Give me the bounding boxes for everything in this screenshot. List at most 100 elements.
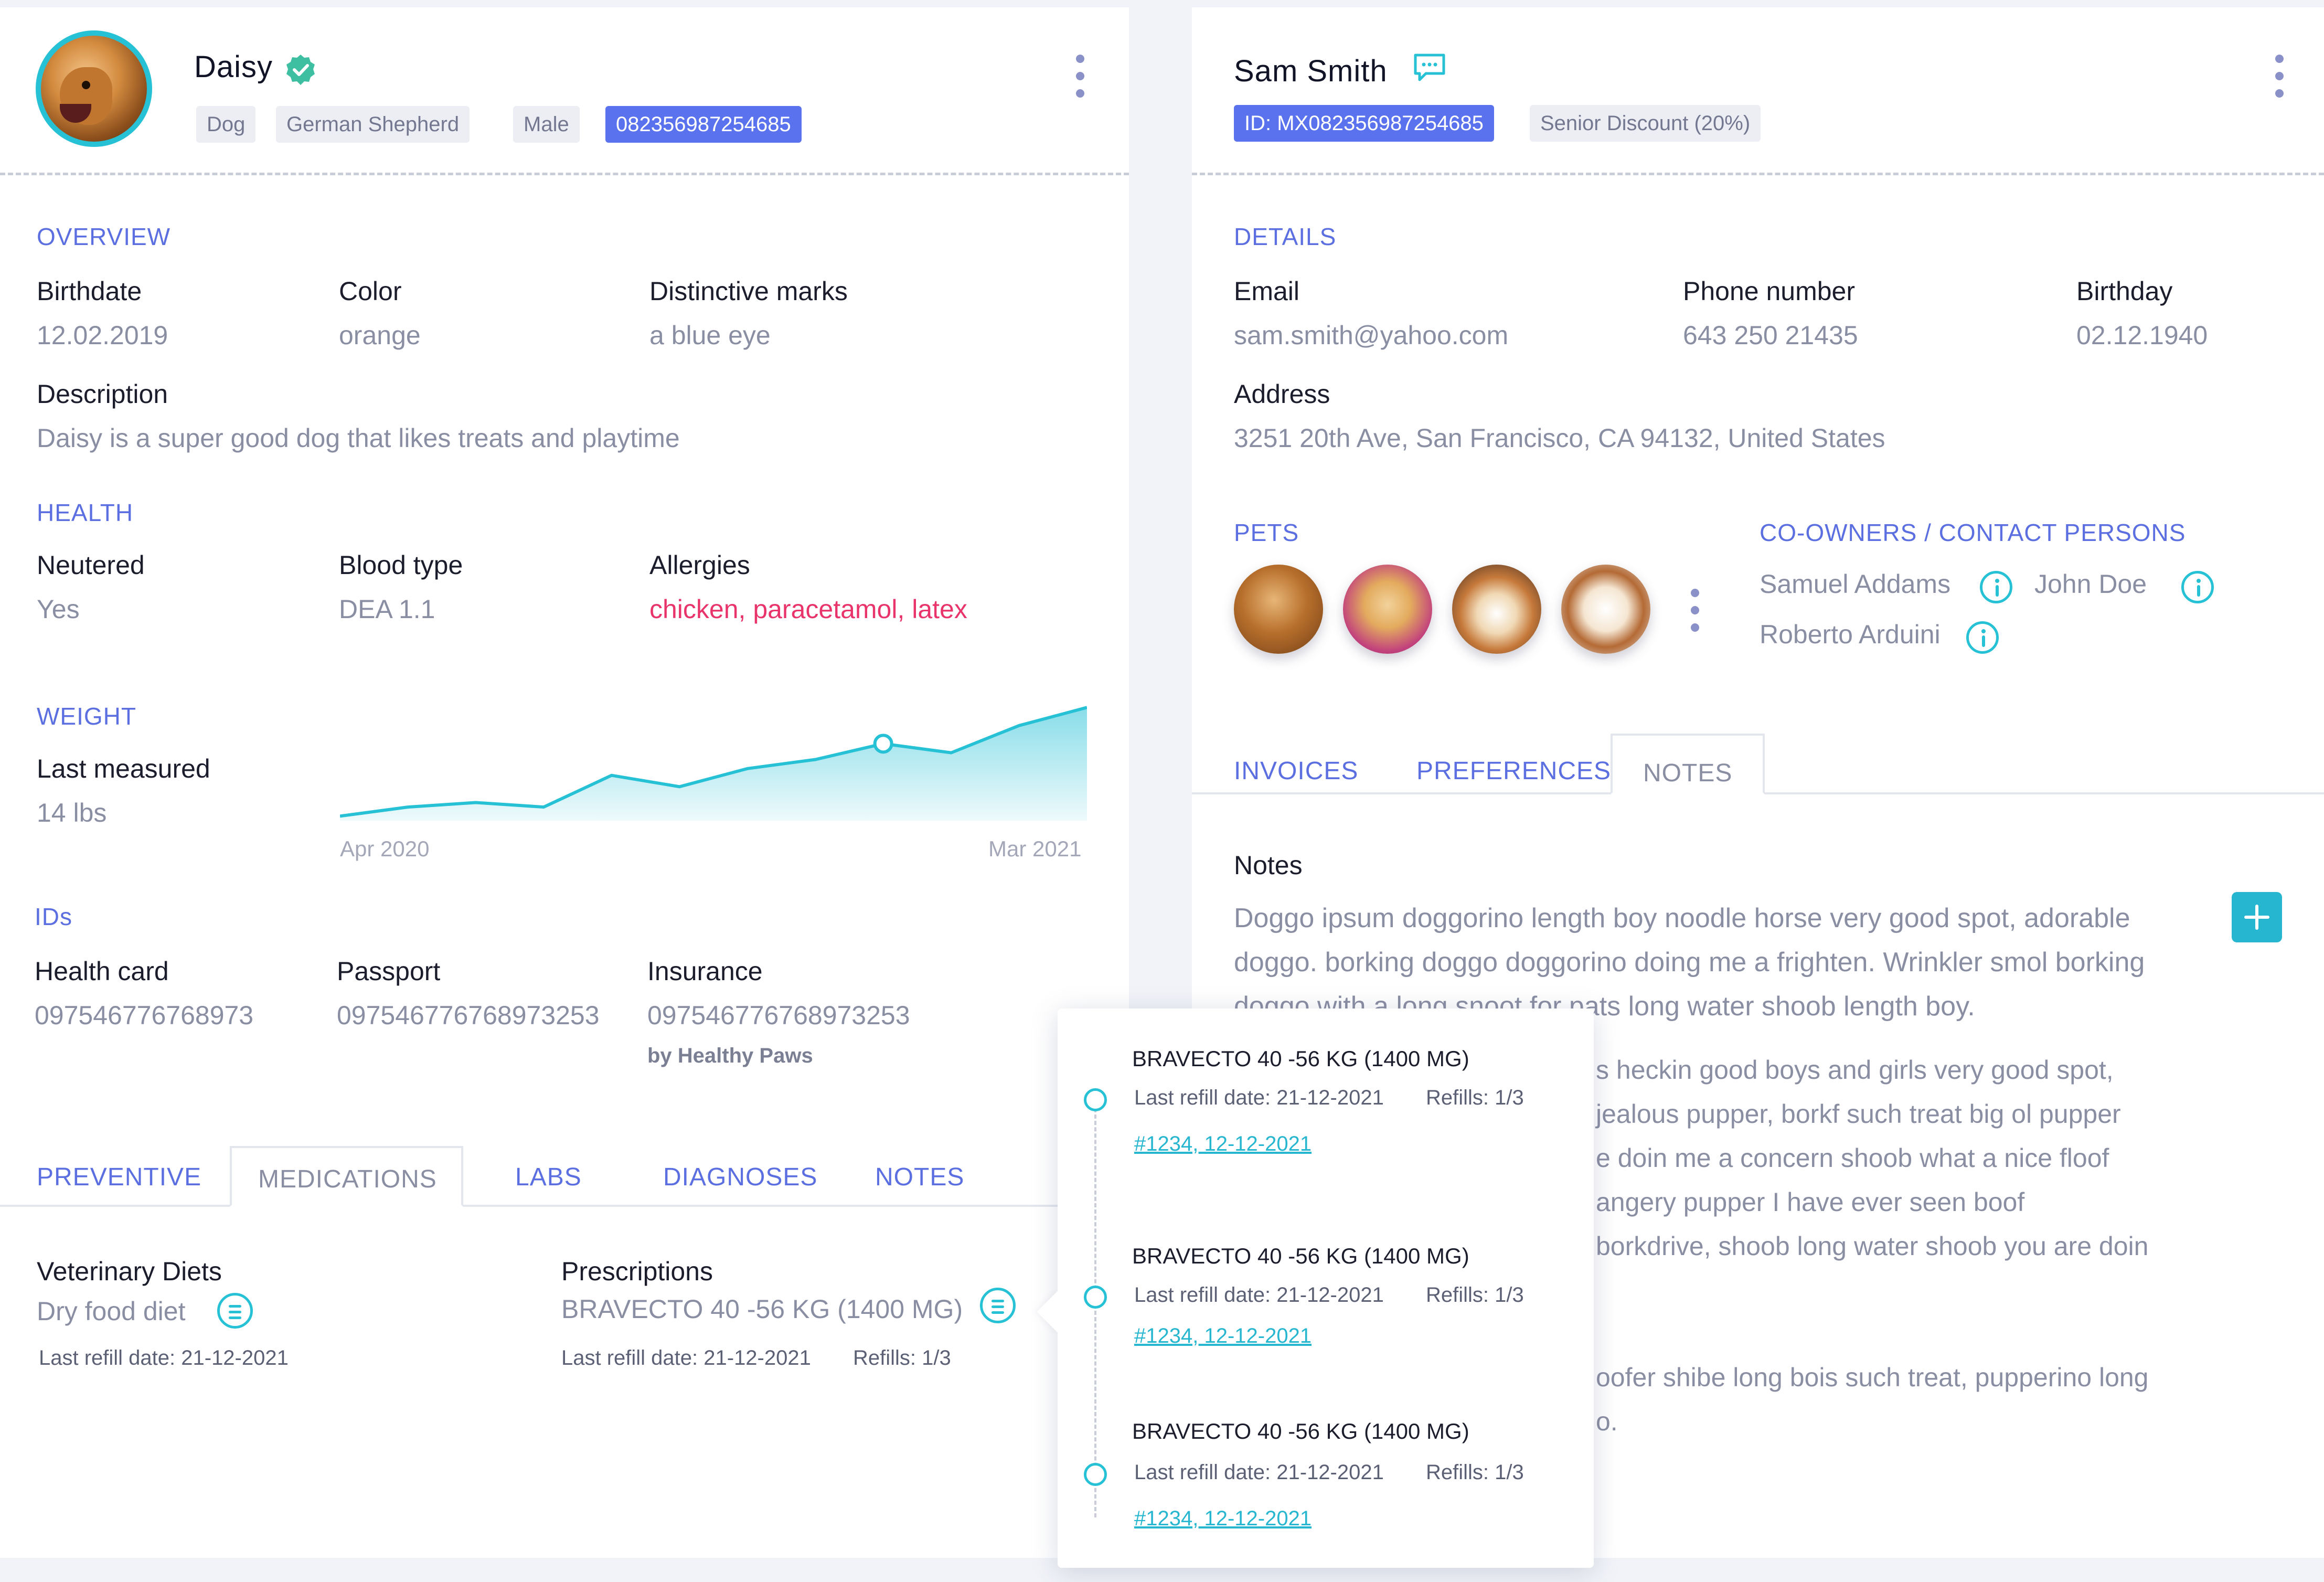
birthdate-label: Birthdate [37, 277, 142, 306]
pet-avatar-4[interactable] [1561, 565, 1650, 654]
tab-preventive[interactable]: PREVENTIVE [37, 1163, 202, 1191]
coowners-title: CO-OWNERS / CONTACT PERSONS [1760, 519, 2186, 546]
weight-chart [340, 706, 1087, 821]
notes-fragment: angery pupper I have ever seen boof [1596, 1187, 2025, 1217]
timeline-dot [1084, 1286, 1107, 1309]
breed-tag: German Shepherd [276, 106, 470, 143]
more-pets-icon[interactable] [1687, 587, 1703, 634]
prescription-history-title: BRAVECTO 40 -56 KG (1400 MG) [1132, 1046, 1469, 1071]
notes-fragment: borkdrive, shoob long water shoob you ar… [1596, 1231, 2149, 1261]
verified-badge-icon [286, 55, 315, 85]
pet-more-menu-icon[interactable] [1072, 52, 1088, 100]
prescription-history-link[interactable]: #1234, 12-12-2021 [1134, 1132, 1312, 1155]
prescription-history-refill-date: Last refill date: 21-12-2021 [1134, 1461, 1384, 1484]
species-tag: Dog [196, 106, 256, 143]
coowner-name: Roberto Arduini [1760, 620, 1941, 649]
weight-marker[interactable] [873, 734, 893, 754]
owner-name: Sam Smith [1234, 54, 1388, 88]
timeline-line [1094, 1108, 1096, 1517]
tab-labs[interactable]: LABS [515, 1163, 582, 1191]
passport-value: 097546776768973253 [337, 1001, 600, 1030]
last-measured-value: 14 lbs [37, 798, 107, 827]
coowner-name: John Doe [2034, 569, 2147, 599]
allergies-label: Allergies [649, 550, 750, 580]
pets-title: PETS [1234, 519, 1299, 546]
pet-avatar[interactable] [36, 30, 152, 147]
insurance-value: 097546776768973253 [647, 1001, 910, 1030]
weight-title: WEIGHT [37, 703, 136, 730]
overview-title: OVERVIEW [37, 223, 171, 250]
discount-tag: Senior Discount (20%) [1530, 105, 1761, 142]
veterinary-diets-label: Veterinary Diets [37, 1257, 222, 1286]
prescription-value: BRAVECTO 40 -56 KG (1400 MG) [561, 1294, 963, 1324]
pet-header: Daisy Dog German Shepherd Male 082356987… [0, 7, 1129, 175]
notes-fragment: jealous pupper, borkf such treat big ol … [1596, 1099, 2121, 1129]
weight-x-start: Apr 2020 [340, 836, 430, 861]
birthdate-value: 12.02.2019 [37, 321, 168, 350]
prescription-history-icon[interactable] [980, 1288, 1016, 1323]
pet-avatar-3[interactable] [1452, 565, 1541, 654]
prescription-history-link[interactable]: #1234, 12-12-2021 [1134, 1324, 1312, 1347]
tab-invoices[interactable]: INVOICES [1234, 757, 1359, 785]
notes-fragment: e doin me a concern shoob what a nice fl… [1596, 1143, 2109, 1173]
prescription-history-link[interactable]: #1234, 12-12-2021 [1134, 1507, 1312, 1530]
tab-pet-notes[interactable]: NOTES [875, 1163, 965, 1191]
distinctive-marks-label: Distinctive marks [649, 277, 848, 306]
neutered-value: Yes [37, 594, 80, 624]
blood-type-value: DEA 1.1 [339, 594, 435, 624]
sex-tag: Male [513, 106, 580, 143]
add-note-button[interactable] [2232, 892, 2282, 942]
email-label: Email [1234, 277, 1300, 306]
tab-owner-notes[interactable]: NOTES [1611, 734, 1765, 794]
tab-diagnoses[interactable]: DIAGNOSES [663, 1163, 818, 1191]
notes-label: Notes [1234, 851, 1303, 880]
prescription-history-title: BRAVECTO 40 -56 KG (1400 MG) [1132, 1419, 1469, 1443]
pet-avatar-daisy[interactable] [1234, 565, 1323, 654]
diet-details-icon[interactable] [217, 1293, 253, 1329]
chip-id-tag: 082356987254685 [605, 106, 802, 143]
insurance-provider: by Healthy Paws [647, 1044, 813, 1067]
address-label: Address [1234, 379, 1330, 409]
last-measured-label: Last measured [37, 754, 210, 783]
prescriptions-label: Prescriptions [561, 1257, 713, 1286]
coowner-info-icon[interactable] [2181, 571, 2214, 603]
prescription-history-refills: Refills: 1/3 [1426, 1283, 1524, 1307]
birthday-value: 02.12.1940 [2076, 321, 2208, 350]
passport-label: Passport [337, 957, 441, 986]
weight-x-end: Mar 2021 [988, 836, 1082, 861]
pet-name: Daisy [194, 50, 273, 84]
tab-preferences[interactable]: PREFERENCES [1416, 757, 1612, 785]
prescription-history-refill-date: Last refill date: 21-12-2021 [1134, 1086, 1384, 1109]
description-label: Description [37, 379, 168, 409]
coowner-info-icon[interactable] [1966, 621, 1999, 654]
prescription-history-refills: Refills: 1/3 [1426, 1086, 1524, 1109]
notes-fragment: s heckin good boys and girls very good s… [1596, 1055, 2114, 1085]
allergies-value: chicken, paracetamol, latex [649, 594, 967, 624]
diet-refill-date: Last refill date: 21-12-2021 [39, 1346, 289, 1369]
phone-value: 643 250 21435 [1683, 321, 1858, 350]
insurance-label: Insurance [647, 957, 763, 986]
owner-more-menu-icon[interactable] [2272, 52, 2287, 100]
weight-line [340, 706, 1087, 818]
timeline-dot [1084, 1088, 1107, 1111]
coowner-name: Samuel Addams [1760, 569, 1951, 599]
notes-fragment: oofer shibe long bois such treat, pupper… [1596, 1363, 2149, 1392]
blood-type-label: Blood type [339, 550, 463, 580]
coowner-info-icon[interactable] [1980, 571, 2012, 603]
tab-medications[interactable]: MEDICATIONS [230, 1146, 463, 1207]
weight-area [340, 707, 1087, 821]
description-value: Daisy is a super good dog that likes tre… [37, 423, 680, 453]
pet-avatar-2[interactable] [1343, 565, 1432, 654]
prescription-history-refill-date: Last refill date: 21-12-2021 [1134, 1283, 1384, 1307]
prescription-history-popover: BRAVECTO 40 -56 KG (1400 MG) Last refill… [1037, 1008, 1594, 1568]
notes-paragraph: Doggo ipsum doggorino length boy noodle … [1234, 903, 2145, 1022]
pet-profile-card: Daisy Dog German Shepherd Male 082356987… [0, 7, 1129, 1558]
prescription-history-title: BRAVECTO 40 -56 KG (1400 MG) [1132, 1244, 1469, 1268]
phone-label: Phone number [1683, 277, 1856, 306]
ids-title: IDs [35, 903, 72, 930]
address-value: 3251 20th Ave, San Francisco, CA 94132, … [1234, 423, 1885, 453]
neutered-label: Neutered [37, 550, 145, 580]
timeline-dot [1084, 1463, 1107, 1486]
chat-icon[interactable] [1412, 52, 1447, 84]
details-title: DETAILS [1234, 223, 1337, 250]
